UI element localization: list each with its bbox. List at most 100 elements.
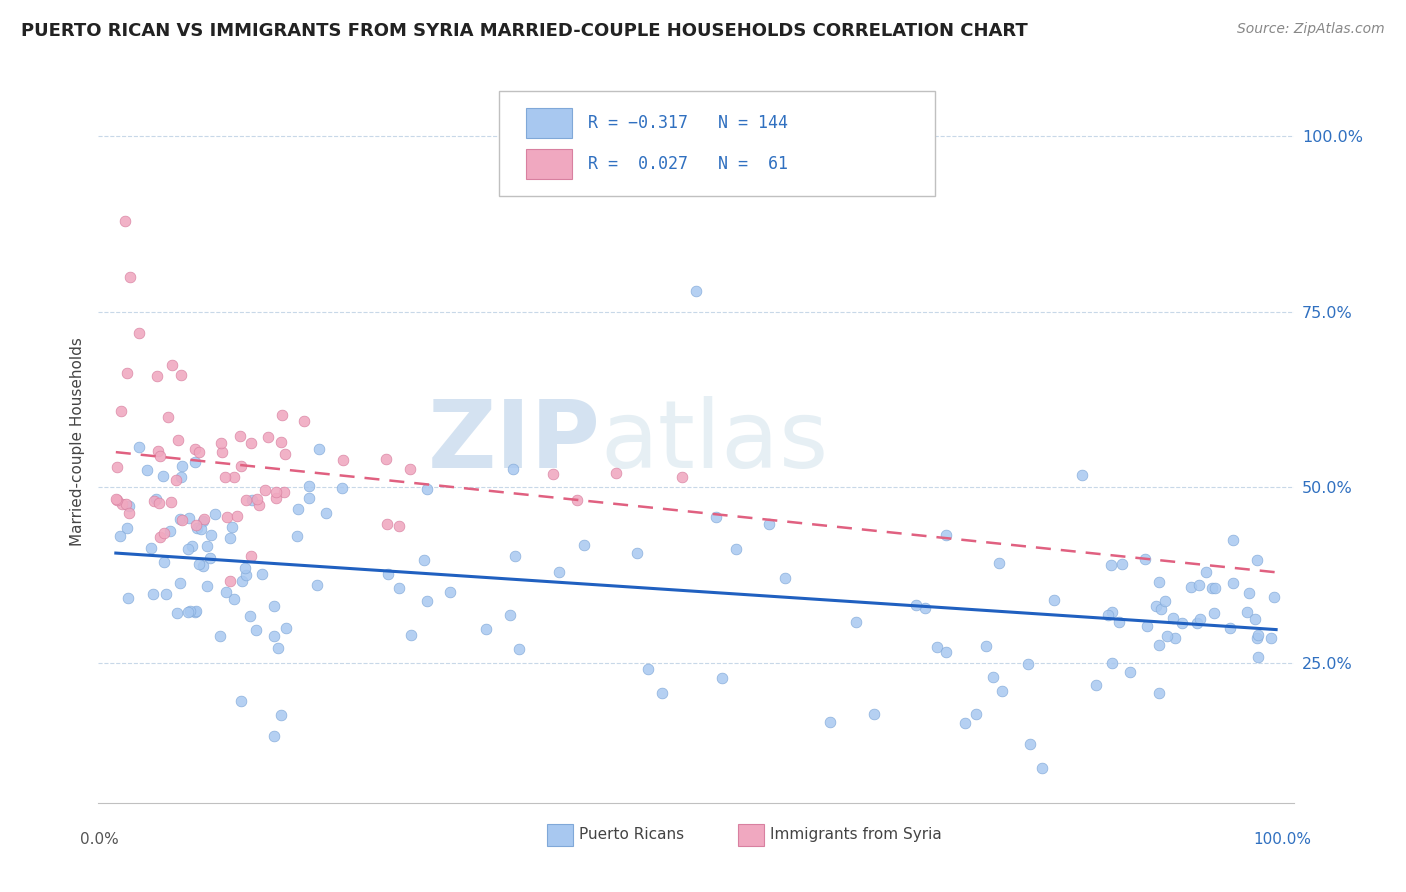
Point [274,621,297,635]
Point [191,558,214,573]
Point [1150,602,1173,616]
Point [927,640,949,655]
Point [245,624,267,638]
Point [1101,656,1123,670]
Point [128,326,150,340]
Point [169,470,191,484]
Point [541,467,564,481]
Point [263,630,285,644]
Point [271,409,294,423]
Point [184,442,207,456]
Point [247,498,270,512]
Point [149,530,172,544]
Point [1201,582,1223,596]
Point [1133,552,1156,566]
Point [1204,606,1226,620]
Point [1243,612,1265,626]
Point [153,526,176,541]
Point [270,434,292,449]
Point [193,512,215,526]
Point [170,513,193,527]
Point [246,492,269,507]
Point [155,587,177,601]
Point [287,502,309,516]
Point [974,639,997,653]
Point [503,549,526,564]
Point [412,553,434,567]
Point [219,531,242,545]
Text: 0.0%: 0.0% [80,831,120,847]
Point [221,520,243,534]
Y-axis label: Married-couple Households: Married-couple Households [69,337,84,546]
Point [1097,608,1119,623]
Point [1195,566,1218,580]
Point [987,556,1010,570]
Point [1031,761,1053,775]
Point [156,409,179,424]
Point [725,542,748,557]
Point [965,706,987,721]
Point [1149,575,1171,590]
Point [905,598,928,612]
Point [257,430,280,444]
Point [159,524,181,539]
Bar [526,149,572,179]
Point [264,485,287,500]
Point [1101,606,1123,620]
Point [107,493,129,508]
Point [499,608,522,623]
Point [1147,686,1170,700]
Point [1018,737,1040,751]
Point [1017,657,1039,671]
Point [162,358,184,372]
Point [225,508,247,523]
Point [626,546,648,560]
Point [292,414,315,428]
Point [165,473,187,487]
Point [401,628,423,642]
Point [169,512,191,526]
Point [177,541,200,556]
Point [270,707,292,722]
Point [388,519,411,533]
Point [179,511,201,525]
Point [152,469,174,483]
Point [191,514,214,528]
Point [416,483,439,497]
Point [818,715,841,730]
Point [953,716,976,731]
Point [105,459,128,474]
Point [274,447,297,461]
Point [1154,594,1177,608]
Point [184,518,207,533]
Point [231,574,253,588]
Point [169,576,191,591]
Point [117,521,139,535]
Point [605,467,627,481]
Point [264,491,287,505]
Point [1188,612,1211,626]
Point [1247,628,1270,642]
Point [240,436,263,450]
Point [983,670,1005,684]
Point [240,492,263,507]
Point [863,707,886,722]
Point [217,509,239,524]
Point [148,444,170,458]
Point [198,550,221,565]
Point [332,452,354,467]
Point [651,685,673,699]
Point [186,520,208,534]
Bar [526,108,572,138]
Text: Immigrants from Syria: Immigrants from Syria [770,827,942,842]
Point [1043,592,1066,607]
Point [991,683,1014,698]
Point [149,449,172,463]
Point [153,555,176,569]
Point [167,433,190,447]
Point [222,592,245,607]
Point [439,584,461,599]
Text: ZIP: ZIP [427,395,600,488]
Point [1239,586,1261,600]
Point [219,574,242,589]
